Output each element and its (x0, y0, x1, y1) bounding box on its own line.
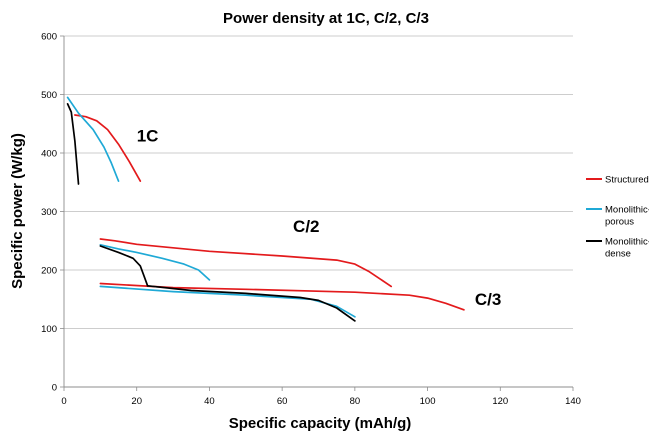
series-monolithic-porous-curve-1 (66, 96, 120, 182)
y-tick-labels: 0 100 200 300 400 500 600 (41, 32, 57, 394)
gridlines (64, 35, 573, 329)
y-axis-title: Specific power (W/kg) (9, 133, 26, 289)
legend-label-monolithic-porous: Monolithic- (605, 205, 649, 216)
axes (60, 35, 574, 391)
series-monolithic-dense-curve-2 (99, 245, 149, 287)
y-tick-label-100: 100 (41, 324, 57, 335)
x-axis-title: Specific capacity (mAh/g) (229, 415, 412, 432)
chart-title: Power density at 1C, C/2, C/3 (223, 10, 429, 27)
x-tick-label-120: 120 (492, 396, 508, 407)
x-tick-label-0: 0 (61, 396, 66, 407)
legend-label-structured: Structured (605, 175, 649, 186)
curve-annotations: 1C C/2 C/3 (137, 126, 502, 309)
annotation-c-3: C/3 (475, 290, 501, 309)
y-tick-label-600: 600 (41, 32, 57, 43)
y-tick-label-0: 0 (52, 383, 57, 394)
series-monolithic-porous-curve-3 (99, 285, 356, 318)
series-structured-curve-1 (74, 114, 142, 182)
series-monolithic-porous-curve-2 (99, 243, 211, 281)
x-tick-label-140: 140 (565, 396, 581, 407)
legend-label-monolithic-porous-line-2: porous (605, 217, 634, 228)
annotation-1c: 1C (137, 126, 159, 145)
y-tick-label-300: 300 (41, 207, 57, 218)
series-monolithic-dense-curve-1 (66, 103, 80, 185)
x-tick-label-60: 60 (277, 396, 288, 407)
series-structured-curve-2 (99, 238, 393, 288)
x-tick-label-80: 80 (350, 396, 361, 407)
y-tick-label-500: 500 (41, 90, 57, 101)
series-structured-curve-3 (99, 282, 465, 311)
y-tick-label-400: 400 (41, 149, 57, 160)
x-tick-label-40: 40 (204, 396, 215, 407)
plot-area (66, 96, 465, 322)
x-tick-label-100: 100 (420, 396, 436, 407)
legend: StructuredMonolithic-porousMonolithic-de… (586, 175, 649, 260)
annotation-c-2: C/2 (293, 217, 319, 236)
legend-label-monolithic-dense-line-2: dense (605, 249, 631, 260)
y-tick-label-200: 200 (41, 266, 57, 277)
series-monolithic-dense-curve-3 (146, 284, 356, 322)
legend-label-monolithic-dense: Monolithic- (605, 237, 649, 248)
x-tick-labels: 0 20 40 60 80 100 120 140 (61, 396, 581, 407)
x-tick-label-20: 20 (131, 396, 142, 407)
